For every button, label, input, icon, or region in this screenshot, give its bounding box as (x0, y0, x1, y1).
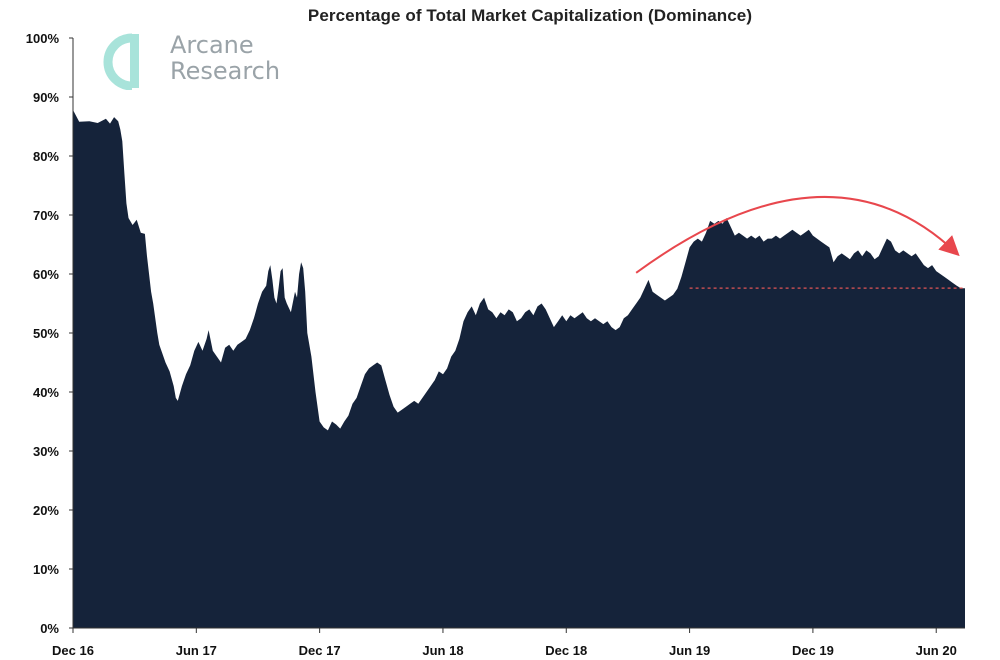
x-tick-label: Jun 18 (422, 643, 463, 658)
y-tick-label: 100% (26, 31, 60, 46)
y-tick-label: 60% (33, 267, 59, 282)
x-tick-label: Dec 19 (792, 643, 834, 658)
chart-title: Percentage of Total Market Capitalizatio… (307, 6, 753, 25)
x-tick-label: Dec 16 (52, 643, 94, 658)
x-tick-label: Dec 18 (545, 643, 587, 658)
annotations (635, 195, 965, 289)
axes: 0% 10% 20% 30% 40% 50% 60% 70% 80% 90% 100% Dec 16 J… (26, 31, 965, 658)
logo-line-1: Arcane (170, 31, 254, 59)
x-tick-label: Jun 20 (916, 643, 957, 658)
y-tick-label: 70% (33, 208, 59, 223)
area-series (73, 110, 965, 628)
y-tick-label: 30% (33, 444, 59, 459)
trend-arrow (635, 195, 960, 274)
y-tick-label: 90% (33, 90, 59, 105)
y-tick-label: 20% (33, 503, 59, 518)
y-tick-label: 50% (33, 326, 59, 341)
logo-wordmark: Arcane Research (170, 32, 280, 84)
x-tick-label: Dec 17 (299, 643, 341, 658)
logo-line-2: Research (170, 57, 281, 85)
dominance-area (73, 110, 965, 628)
y-tick-label: 0% (40, 621, 59, 636)
x-tick-label: Jun 19 (669, 643, 710, 658)
y-tick-label: 10% (33, 562, 59, 577)
arcane-logo-mark-icon (103, 33, 139, 90)
y-tick-label: 80% (33, 149, 59, 164)
arcane-research-logo: Arcane Research (92, 28, 292, 92)
x-tick-label: Jun 17 (176, 643, 217, 658)
y-tick-label: 40% (33, 385, 59, 400)
